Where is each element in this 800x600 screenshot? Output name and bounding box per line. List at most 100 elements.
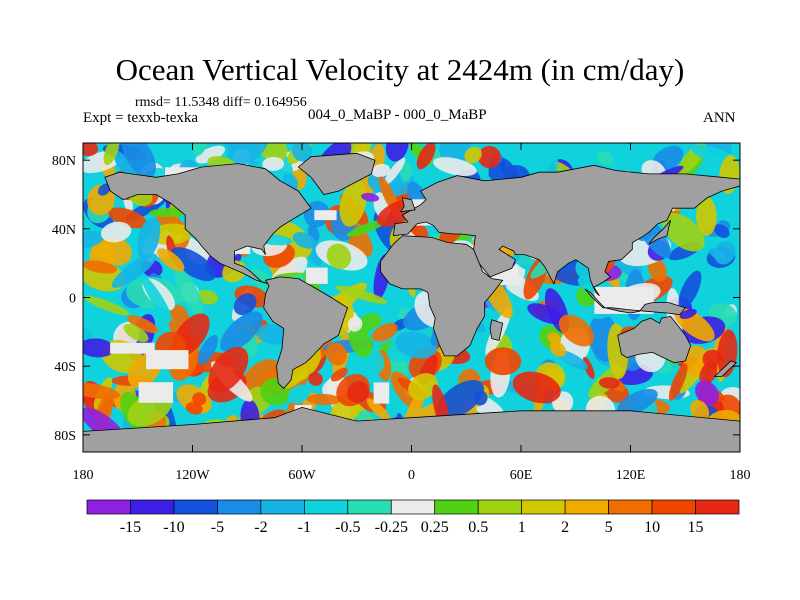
velocity-patch xyxy=(208,346,249,393)
colorbar-label: -10 xyxy=(163,519,184,536)
colorbar-label: -5 xyxy=(211,519,224,536)
velocity-patch xyxy=(372,323,398,342)
colorbar-swatch xyxy=(86,499,131,515)
velocity-patch xyxy=(197,335,219,365)
landmass-uk xyxy=(399,197,416,213)
y-tick-label: 80S xyxy=(54,429,76,444)
colorbar-swatch xyxy=(347,499,392,515)
velocity-patch xyxy=(662,212,705,252)
velocity-patch xyxy=(699,361,718,385)
velocity-patch xyxy=(713,241,736,265)
near-zero-patch xyxy=(305,267,328,284)
colorbar-swatch xyxy=(260,499,305,515)
colorbar-swatch xyxy=(130,499,175,515)
comparison-label: 004_0_MaBP - 000_0_MaBP xyxy=(308,107,487,123)
velocity-patch xyxy=(557,350,588,370)
landmass-indonesia xyxy=(584,288,686,316)
stats-label: rmsd= 11.5348 diff= 0.164956 xyxy=(135,95,307,110)
colorbar-swatch xyxy=(695,499,740,515)
velocity-patch xyxy=(361,192,380,202)
velocity-patch xyxy=(478,145,501,169)
velocity-patch xyxy=(306,393,341,406)
velocity-patch xyxy=(366,398,391,422)
axis-ticks: 180 120W 60W 0 60E 120E 180 80N 40N 0 40S 80S xyxy=(52,143,751,483)
y-tick-label: 0 xyxy=(69,292,76,307)
velocity-patch xyxy=(170,247,216,282)
velocity-patch xyxy=(558,314,595,347)
velocity-patch xyxy=(100,221,132,243)
velocity-patch xyxy=(137,217,161,260)
colorbar-label: 1 xyxy=(518,519,526,536)
velocity-patch xyxy=(408,373,438,401)
velocity-patch xyxy=(678,270,702,310)
velocity-patch xyxy=(291,143,313,162)
velocity-patch xyxy=(127,315,159,334)
colorbar-swatch xyxy=(303,499,349,515)
velocity-patch xyxy=(97,183,111,196)
colorbar-label: 2 xyxy=(561,519,569,536)
velocity-patch xyxy=(108,207,147,229)
near-zero-patch xyxy=(138,382,174,403)
velocity-patch xyxy=(330,367,348,382)
colorbar-label: -15 xyxy=(120,519,141,536)
velocity-patch xyxy=(148,208,188,218)
near-zero-patch xyxy=(146,350,189,370)
velocity-patch xyxy=(262,156,285,171)
velocity-patch xyxy=(347,381,370,403)
y-tick-label: 80N xyxy=(52,154,76,169)
landmass-madagascar xyxy=(489,319,504,341)
landmass-antarctica xyxy=(83,406,740,452)
near-zero-patch xyxy=(373,382,390,404)
velocity-patch xyxy=(157,248,185,272)
velocity-patch xyxy=(690,399,710,422)
velocity-patch xyxy=(83,260,118,274)
experiment-label: Expt = texxb-texka xyxy=(83,110,199,126)
velocity-patch xyxy=(371,163,391,178)
velocity-patch xyxy=(123,323,149,343)
velocity-patch xyxy=(227,143,270,166)
velocity-patch xyxy=(308,372,323,386)
velocity-patch xyxy=(325,342,347,366)
colorbar-swatch xyxy=(390,499,436,515)
y-tick-label: 40S xyxy=(54,360,76,375)
x-tick-label: 180 xyxy=(730,468,751,483)
velocity-patch xyxy=(292,232,317,249)
velocity-patch xyxy=(192,392,207,406)
velocity-patch xyxy=(598,377,620,389)
velocity-patch xyxy=(549,341,566,357)
colorbar-swatch xyxy=(217,499,262,515)
velocity-patch xyxy=(356,313,382,332)
velocity-patch xyxy=(84,295,129,316)
colorbar-label: 5 xyxy=(605,519,613,536)
velocity-patch xyxy=(582,356,595,379)
x-tick-label: 120W xyxy=(175,468,210,483)
velocity-patch xyxy=(679,308,697,320)
velocity-patch xyxy=(348,325,373,358)
colorbar: -15 -10 -5 -2 -1 -0.5 -0.25 0.25 0.5 1 2 5 10 15 xyxy=(86,499,740,536)
colorbar-swatch xyxy=(477,499,523,515)
velocity-patch xyxy=(141,275,172,322)
velocity-patch xyxy=(339,180,367,227)
colorbar-swatch xyxy=(564,499,609,515)
velocity-patch xyxy=(647,257,667,282)
colorbar-label: 10 xyxy=(644,519,660,536)
colorbar-swatch xyxy=(434,499,479,515)
velocity-patch xyxy=(383,157,406,186)
velocity-patch xyxy=(255,324,292,345)
x-tick-label: 60W xyxy=(288,468,316,483)
velocity-patch xyxy=(547,332,562,345)
velocity-patch xyxy=(464,146,482,164)
velocity-patch xyxy=(714,224,730,238)
velocity-patch xyxy=(149,223,193,245)
landmass-africa xyxy=(380,235,504,357)
velocity-patch xyxy=(257,143,288,162)
velocity-patch xyxy=(433,157,477,177)
velocity-patch xyxy=(416,143,436,170)
velocity-patch xyxy=(346,219,388,237)
velocity-patch xyxy=(174,267,204,315)
colorbar-label: 0.5 xyxy=(468,519,488,536)
colorbar-swatch xyxy=(173,499,218,515)
landmass-japan xyxy=(648,220,671,245)
velocity-patch xyxy=(103,143,120,166)
